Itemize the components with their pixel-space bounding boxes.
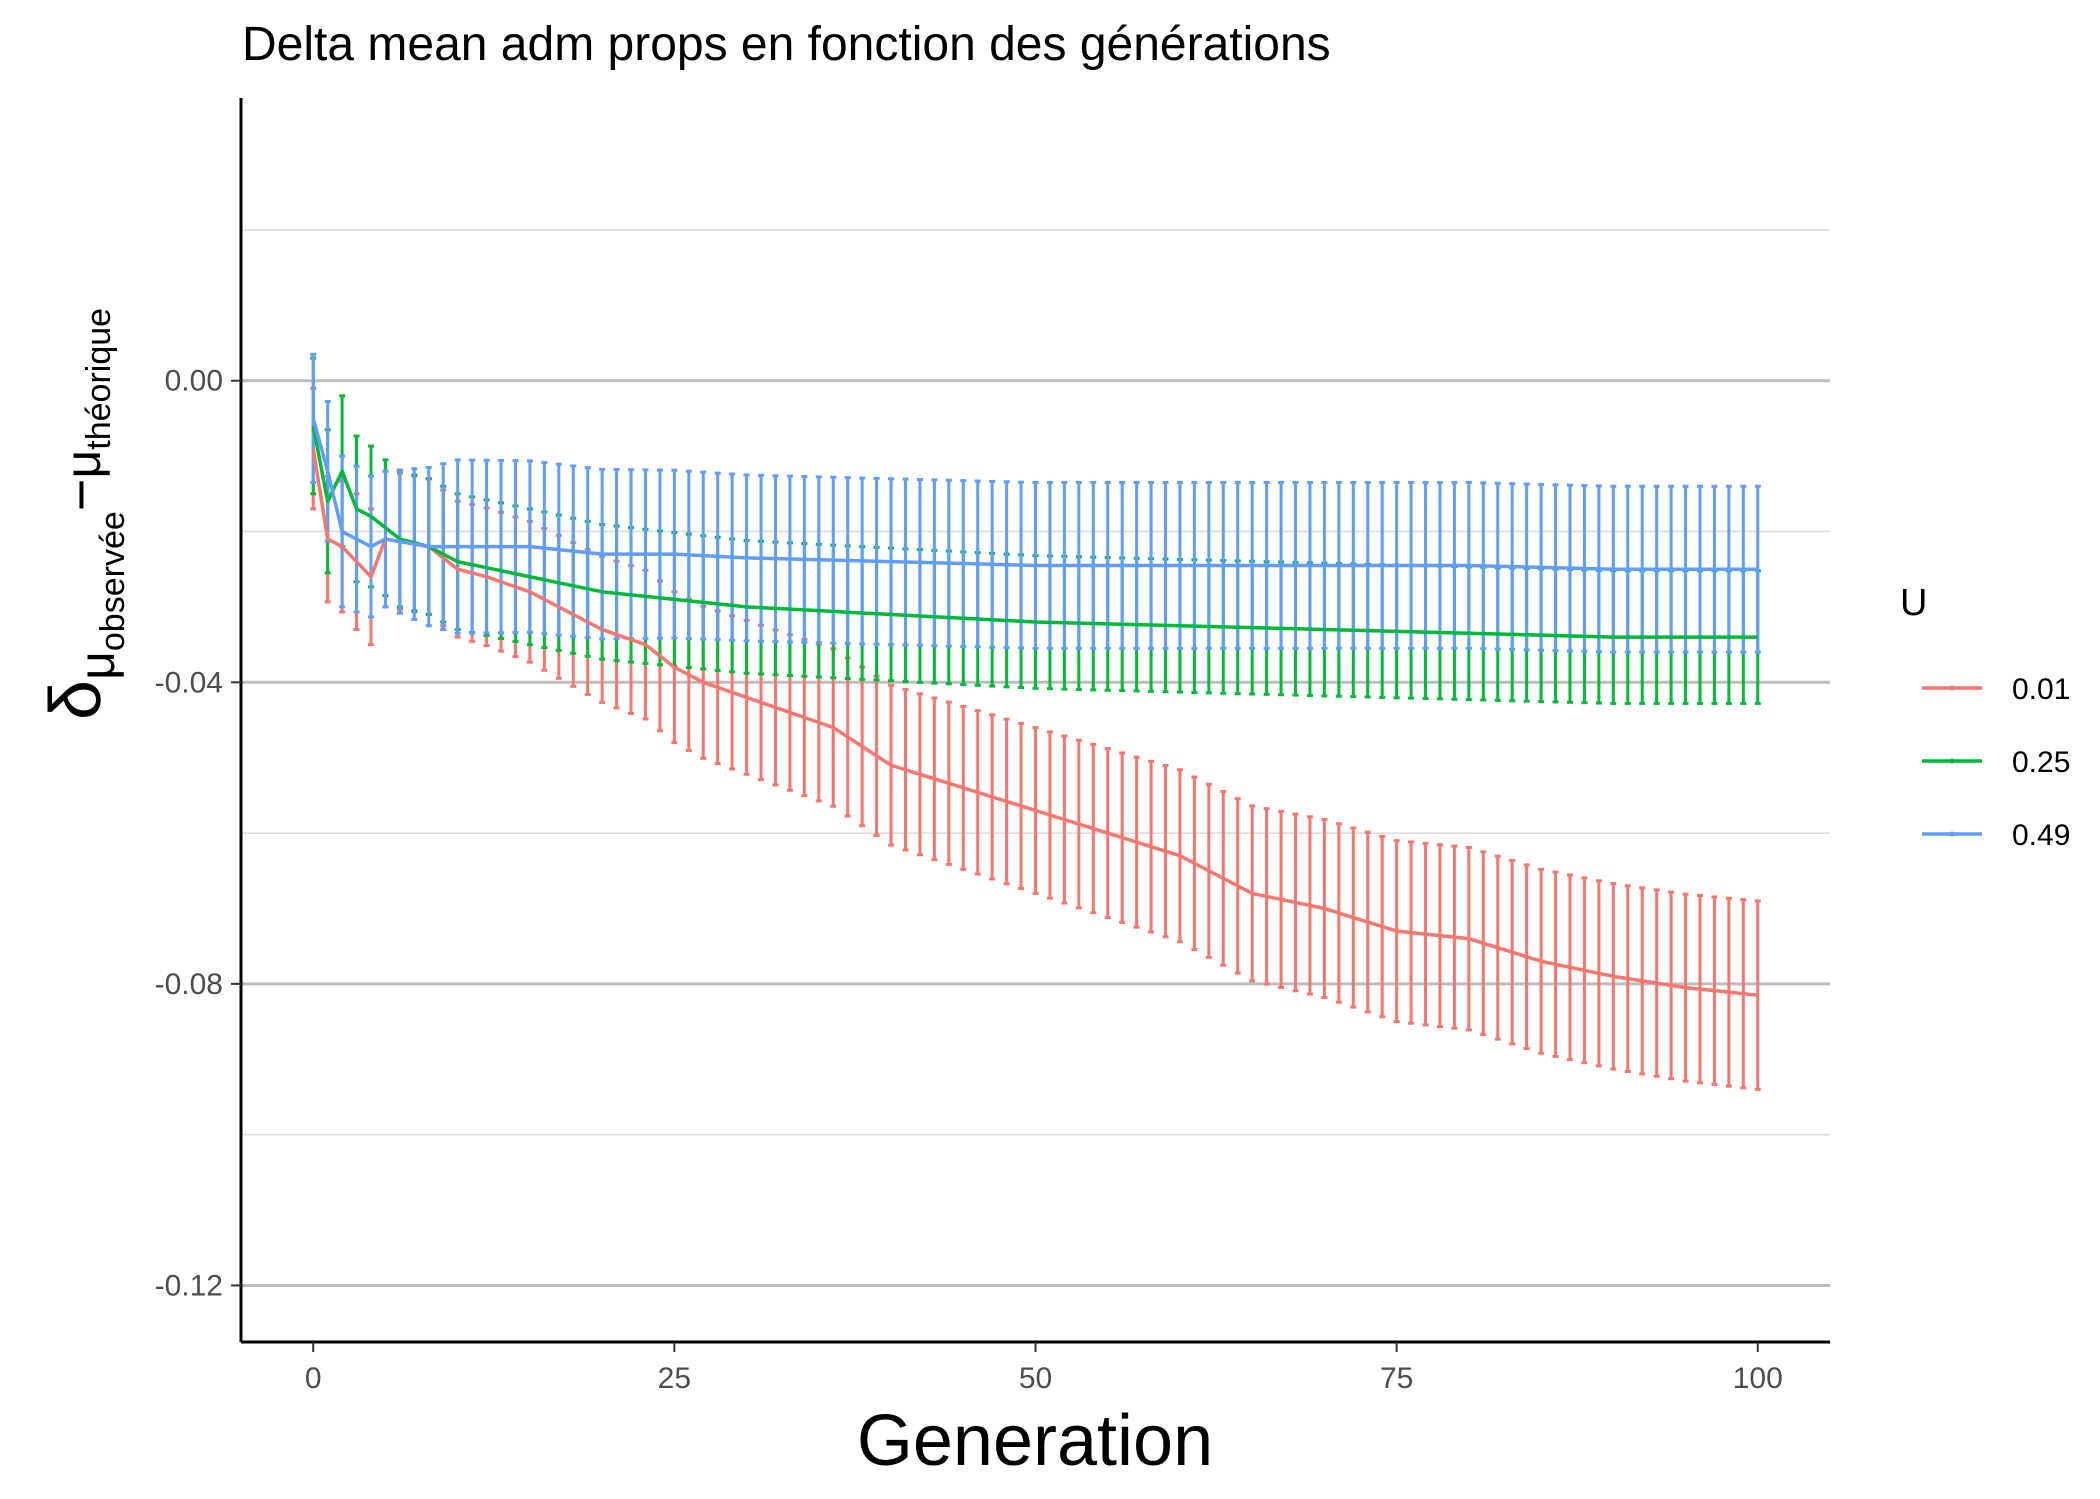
legend-key-point [1949, 831, 1955, 837]
series-0.49 [310, 352, 1761, 654]
legend: U 0.01 0.25 0.49 [1900, 582, 2070, 852]
y-axis-title-mu-left: μ [69, 651, 125, 680]
y-axis-title-sub-right: théorique [80, 308, 118, 450]
y-axis-title-sub-left: observée [94, 511, 132, 651]
legend-label: 0.01 [2012, 673, 2070, 706]
legend-key-point [1949, 685, 1955, 691]
x-tick-label: 75 [1380, 1362, 1413, 1395]
x-tick-label: 100 [1733, 1362, 1783, 1395]
y-axis-title-symbol: δ [36, 680, 116, 720]
axes: 0.00 -0.04 -0.08 -0.12 0 25 50 75 100 [155, 365, 1783, 1395]
series-line-0.01 [311, 448, 1758, 997]
legend-items: 0.01 0.25 0.49 [1922, 673, 2070, 852]
x-tick-label: 0 [305, 1362, 322, 1395]
legend-key-point [1949, 758, 1955, 764]
series-error-bars [310, 352, 1761, 654]
x-tick-label: 25 [658, 1362, 691, 1395]
series-line-0.49 [311, 417, 1758, 571]
plot-data [310, 352, 1761, 1091]
legend-item-0.49: 0.49 [1922, 819, 2070, 852]
y-axis-title-minus: − [49, 479, 112, 512]
y-axis-title-mu-right: μ [55, 450, 111, 479]
legend-title: U [1900, 582, 1927, 624]
x-axis-title: Generation [857, 1401, 1213, 1481]
chart-title: Delta mean adm props en fonction des gén… [242, 18, 1331, 71]
legend-item-0.01: 0.01 [1922, 673, 2070, 706]
x-tick-label: 50 [1019, 1362, 1052, 1395]
y-tick-label: -0.08 [155, 968, 223, 1001]
series-line-0.25 [311, 425, 1758, 639]
y-tick-label: -0.04 [155, 666, 223, 699]
y-axis-title: δμobservée−μthéorique [36, 308, 132, 720]
legend-label: 0.49 [2012, 819, 2070, 852]
legend-item-0.25: 0.25 [1922, 746, 2070, 779]
y-tick-label: -0.12 [155, 1269, 223, 1302]
y-tick-label: 0.00 [165, 365, 223, 398]
legend-label: 0.25 [2012, 746, 2070, 779]
